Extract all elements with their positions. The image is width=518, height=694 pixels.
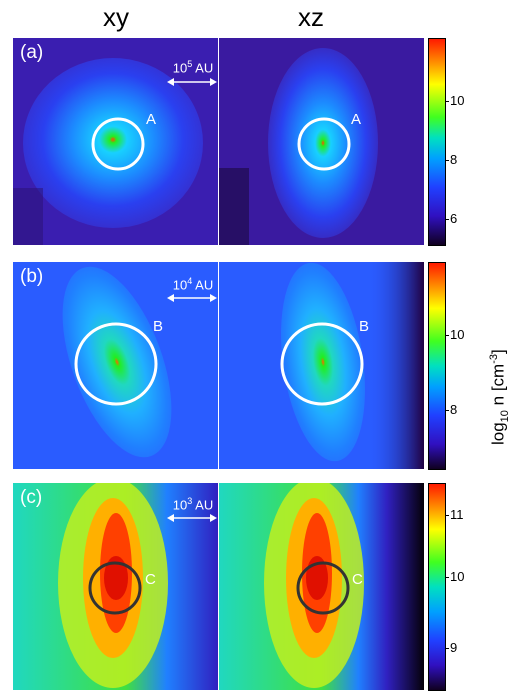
colorbar-title-sup: -3 bbox=[488, 353, 500, 364]
colorbar-title-sub: 10 bbox=[499, 410, 512, 423]
scale-base-b: 10 bbox=[172, 277, 188, 293]
colorbar-title: log10 n [cm-3] bbox=[488, 349, 511, 445]
circle-a-xy bbox=[91, 117, 145, 171]
scale-exp-a: 5 bbox=[187, 59, 193, 69]
colorbar-a-tick-10: 10 bbox=[450, 93, 465, 108]
scale-unit-b: AU bbox=[195, 277, 214, 293]
colorbar-c-tick-9: 9 bbox=[450, 640, 458, 655]
scale-exp-b: 4 bbox=[187, 276, 193, 286]
panel-a-xy bbox=[13, 38, 218, 245]
colorbar-a bbox=[428, 38, 446, 246]
circle-label-b-xy: B bbox=[153, 318, 164, 335]
circle-c-xy bbox=[88, 561, 142, 615]
column-heading-xy: xy bbox=[103, 2, 129, 32]
scale-unit-a: AU bbox=[195, 60, 214, 76]
colorbar-title-suffix: ] bbox=[488, 349, 508, 354]
scale-unit-c: AU bbox=[195, 497, 214, 513]
circle-a-xz bbox=[297, 117, 351, 171]
panel-c-xy bbox=[13, 483, 218, 690]
panel-label-b: (b) bbox=[20, 266, 44, 287]
circle-label-a-xz: A bbox=[351, 111, 362, 128]
colorbar-b-tick-8: 8 bbox=[450, 402, 458, 417]
colorbar-a-tick-6: 6 bbox=[450, 211, 458, 226]
colorbar-b bbox=[428, 262, 446, 470]
circle-b-xy bbox=[74, 322, 158, 406]
scale-base-c: 10 bbox=[172, 497, 188, 513]
column-heading-xz: xz bbox=[298, 2, 324, 32]
circle-label-c-xz: C bbox=[352, 571, 363, 588]
panel-c-xz bbox=[219, 483, 424, 690]
scale-base-a: 10 bbox=[172, 60, 188, 76]
circle-b-xz bbox=[280, 322, 364, 406]
scale-label-c: 103 AU bbox=[158, 496, 228, 512]
colorbar-b-tick-10: 10 bbox=[450, 327, 465, 342]
scale-label-a: 105 AU bbox=[158, 59, 228, 75]
colorbar-c bbox=[428, 483, 446, 691]
scale-arrow-a bbox=[167, 78, 217, 86]
scale-exp-c: 3 bbox=[187, 496, 193, 506]
colorbar-a-tick-8: 8 bbox=[450, 152, 458, 167]
panel-b-xy bbox=[13, 262, 218, 469]
circle-label-c-xy: C bbox=[145, 571, 156, 588]
panel-b-xz bbox=[219, 262, 424, 469]
circle-label-b-xz: B bbox=[359, 318, 370, 335]
scale-arrow-b bbox=[167, 294, 217, 302]
scale-arrow-c bbox=[167, 514, 217, 522]
scale-label-b: 104 AU bbox=[158, 276, 228, 292]
panel-a-xz bbox=[219, 38, 424, 245]
colorbar-title-prefix: log bbox=[488, 422, 508, 445]
colorbar-c-tick-10: 10 bbox=[450, 569, 465, 584]
colorbar-title-mid: n [cm bbox=[488, 363, 508, 411]
colorbar-c-tick-11: 11 bbox=[450, 507, 464, 522]
circle-c-xz bbox=[296, 561, 350, 615]
panel-label-a: (a) bbox=[20, 42, 44, 63]
panel-label-c: (c) bbox=[20, 487, 43, 508]
circle-label-a-xy: A bbox=[146, 111, 157, 128]
